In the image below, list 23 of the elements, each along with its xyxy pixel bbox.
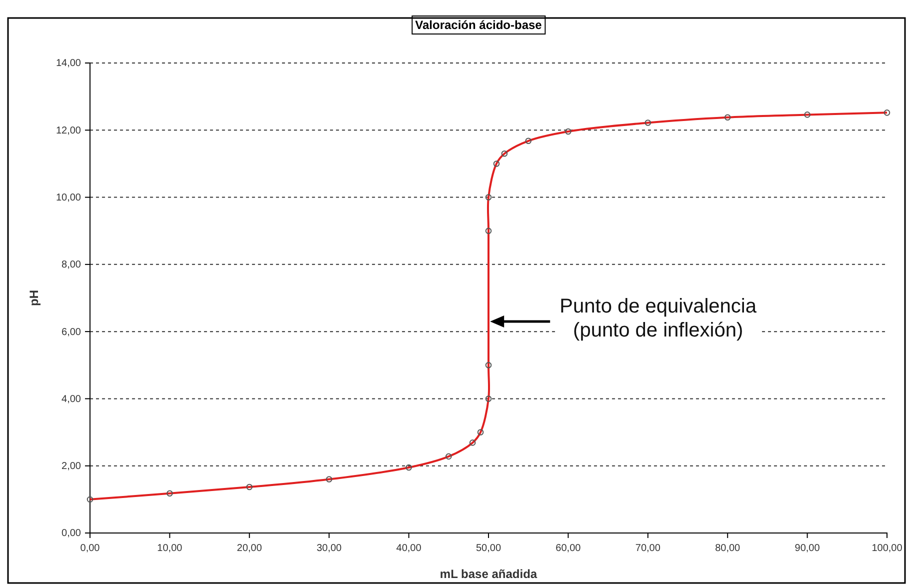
y-tick-label: 2,00 — [62, 461, 82, 472]
x-tick-label: 50,00 — [476, 543, 502, 554]
y-tick-label: 12,00 — [56, 125, 82, 136]
y-tick-label: 8,00 — [62, 260, 82, 271]
y-tick-label: 6,00 — [62, 326, 82, 338]
x-tick-label: 20,00 — [236, 543, 262, 554]
y-tick-label: 4,00 — [62, 394, 82, 405]
chart-title: Valoración ácido-base — [415, 18, 542, 32]
y-axis-title: pH — [27, 290, 41, 306]
x-tick-label: 10,00 — [157, 543, 183, 554]
x-tick-label: 80,00 — [715, 543, 741, 554]
y-tick-label: 0,00 — [62, 528, 82, 540]
x-tick-label: 90,00 — [794, 543, 820, 554]
x-tick-label: 40,00 — [396, 543, 422, 554]
x-tick-label: 60,00 — [556, 543, 582, 554]
x-tick-label: 30,00 — [316, 543, 342, 554]
y-tick-label: 14,00 — [56, 58, 82, 70]
annotation: Punto de equivalencia (punto de inflexión) — [560, 296, 758, 342]
x-tick-label: 70,00 — [635, 543, 661, 554]
y-tick-label: 10,00 — [56, 192, 82, 204]
x-axis-title: mL base añadida — [440, 567, 538, 581]
x-tick-label: 100,00 — [872, 543, 903, 554]
x-tick-label: 0,00 — [80, 543, 100, 554]
